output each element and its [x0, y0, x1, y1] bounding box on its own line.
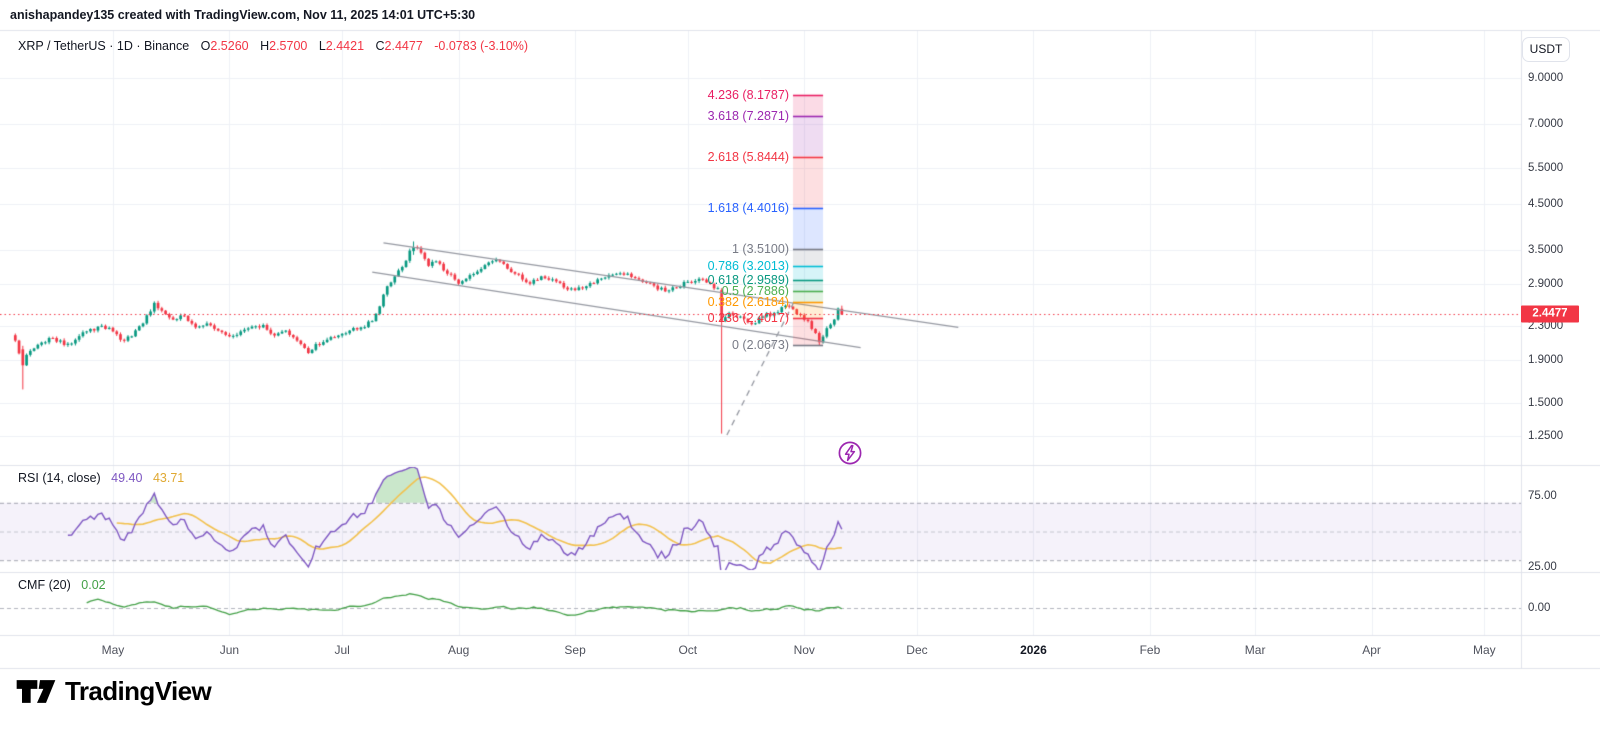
- currency-button[interactable]: USDT: [1522, 37, 1570, 62]
- price-tick-label: 3.5000: [1528, 243, 1564, 256]
- low-value: 2.4421: [325, 39, 365, 53]
- price-tick-label: 1.9000: [1528, 354, 1564, 367]
- time-axis-label: May: [1472, 643, 1496, 657]
- fib-level-label[interactable]: 0.382 (2.6184): [707, 295, 789, 310]
- time-axis-label: Jun: [219, 643, 240, 657]
- low-label: L: [318, 39, 326, 53]
- fib-level-label[interactable]: 0.5 (2.7886): [721, 283, 789, 298]
- tradingview-logo-text: TradingView: [65, 676, 212, 706]
- open-label: O: [200, 39, 211, 53]
- time-axis-label: May: [101, 643, 125, 657]
- symbol-header[interactable]: XRP / TetherUS · 1D · Binance O2.5260 H2…: [18, 39, 528, 53]
- time-axis-label: 2026: [1020, 643, 1047, 657]
- indicator-axis-label: 0.00: [1528, 602, 1551, 614]
- price-tick-label: 4.5000: [1528, 197, 1564, 210]
- rsi-ma-value: 43.71: [152, 471, 185, 485]
- time-axis-label: Jul: [334, 643, 350, 657]
- fib-level-label[interactable]: 3.618 (7.2871): [707, 109, 789, 124]
- cmf-params: (20): [48, 578, 71, 592]
- time-axis-label: Oct: [678, 643, 698, 657]
- price-tick-label: 1.2500: [1528, 430, 1564, 443]
- last-price-label: 2.4477: [1521, 305, 1579, 323]
- rsi-params: (14, close): [42, 471, 101, 485]
- time-axis-label: Dec: [906, 643, 928, 657]
- fib-level-label[interactable]: 4.236 (8.1787): [707, 88, 789, 103]
- indicator-axis-label: 75.00: [1528, 489, 1557, 502]
- rsi-value: 49.40: [111, 471, 143, 485]
- cmf-header[interactable]: CMF (20) 0.02: [18, 578, 106, 592]
- high-value: 2.5700: [269, 39, 308, 53]
- time-axis-label: Mar: [1244, 643, 1266, 657]
- price-tick-label: 2.9000: [1528, 277, 1564, 290]
- price-tick-label: 9.0000: [1528, 72, 1564, 85]
- fib-level-label[interactable]: 0 (2.0673): [732, 338, 789, 353]
- price-tick-label: 7.0000: [1528, 117, 1564, 130]
- time-axis-label: Aug: [447, 643, 470, 657]
- change-value: -0.0783 (-3.10%): [434, 39, 529, 53]
- tradingview-logo[interactable]: TradingView: [16, 676, 212, 707]
- symbol-title[interactable]: XRP / TetherUS · 1D · Binance: [18, 39, 190, 53]
- rsi-header[interactable]: RSI (14, close) 49.40 43.71: [18, 471, 184, 485]
- fib-level-label[interactable]: 0.236 (2.4017): [707, 310, 789, 325]
- time-axis-label: Nov: [793, 643, 815, 657]
- rsi-title[interactable]: RSI: [18, 471, 39, 485]
- attribution-bar: anishapandey135 created with TradingView…: [10, 8, 476, 22]
- open-value: 2.5260: [210, 39, 249, 53]
- time-axis-label: Sep: [564, 643, 586, 657]
- indicator-axis-label: 25.00: [1528, 561, 1557, 574]
- time-axis-label: Feb: [1139, 643, 1161, 657]
- price-tick-label: 1.5000: [1528, 397, 1564, 410]
- fib-level-label[interactable]: 0.786 (3.2013): [707, 258, 789, 273]
- time-axis-label: Apr: [1362, 643, 1381, 657]
- high-label: H: [260, 39, 270, 53]
- lightning-marker-icon[interactable]: [837, 440, 863, 466]
- fib-level-label[interactable]: 1.618 (4.4016): [707, 200, 789, 215]
- close-label: C: [375, 39, 385, 53]
- fib-level-label[interactable]: 1 (3.5100): [732, 242, 789, 257]
- fib-level-label[interactable]: 0.618 (2.9589): [707, 273, 789, 288]
- close-value: 2.4477: [384, 39, 423, 53]
- cmf-value: 0.02: [81, 578, 106, 592]
- cmf-title[interactable]: CMF: [18, 578, 46, 592]
- fib-level-label[interactable]: 2.618 (5.8444): [707, 149, 789, 164]
- price-tick-label: 5.5000: [1528, 161, 1564, 174]
- tradingview-logo-mark: [16, 680, 56, 703]
